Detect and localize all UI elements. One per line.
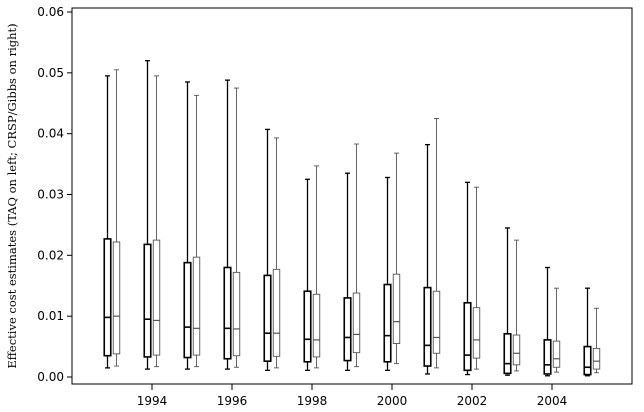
taq-box	[543, 266, 552, 377]
crsp-iqr-box	[552, 340, 561, 368]
crsp-box	[192, 94, 201, 368]
crsp-iqr-box	[432, 290, 441, 354]
crsp-iqr-box	[192, 256, 201, 356]
x-tick-label: 1998	[297, 394, 328, 408]
taq-box	[183, 81, 192, 370]
crsp-iqr-box	[152, 239, 161, 356]
y-tick-label: 0.06	[37, 5, 64, 19]
y-tick-label: 0.03	[37, 188, 64, 202]
taq-iqr-box	[103, 238, 112, 357]
y-axis-title: Effective cost estimates (TAQ on left; C…	[5, 23, 19, 368]
year-group	[543, 266, 561, 377]
y-tick-label: 0.01	[37, 309, 64, 323]
taq-box	[343, 172, 352, 371]
taq-iqr-box	[303, 290, 312, 363]
crsp-iqr-box	[272, 268, 281, 357]
taq-iqr-box	[343, 297, 352, 362]
taq-box	[423, 143, 432, 375]
crsp-iqr-box	[592, 347, 601, 370]
crsp-iqr-box	[352, 292, 361, 354]
crsp-iqr-box	[112, 241, 121, 355]
taq-iqr-box	[583, 345, 592, 376]
taq-iqr-box	[463, 301, 472, 372]
crsp-box	[392, 152, 401, 365]
crsp-box	[352, 143, 361, 368]
taq-box	[223, 79, 232, 370]
year-group	[463, 181, 481, 376]
year-group	[423, 118, 441, 375]
taq-box	[303, 178, 312, 371]
year-group	[143, 60, 161, 370]
taq-iqr-box	[143, 243, 152, 358]
taq-box	[383, 176, 392, 371]
year-group	[263, 128, 281, 371]
y-tick-label: 0.00	[37, 370, 64, 384]
taq-iqr-box	[423, 286, 432, 367]
taq-iqr-box	[383, 283, 392, 363]
taq-iqr-box	[263, 274, 272, 362]
taq-box	[583, 287, 592, 377]
crsp-iqr-box	[512, 334, 521, 366]
x-axis: 1994 1996 1998 2000 2002 2004	[137, 384, 568, 408]
crsp-box	[552, 287, 561, 373]
y-axis: 0.00 0.01 0.02 0.03 0.04 0.05 0.06	[37, 5, 72, 384]
crsp-iqr-box	[312, 293, 321, 358]
crsp-box	[232, 87, 241, 368]
year-group	[503, 227, 521, 376]
crsp-box	[312, 165, 321, 369]
taq-iqr-box	[223, 266, 232, 360]
taq-iqr-box	[503, 333, 512, 375]
crsp-box	[272, 137, 281, 369]
x-tick-label: 2004	[537, 394, 568, 408]
x-tick-label: 1996	[217, 394, 248, 408]
year-group	[583, 287, 601, 377]
crsp-box	[432, 118, 441, 369]
year-group	[223, 79, 241, 370]
crsp-iqr-box	[472, 307, 481, 359]
x-tick-label: 1994	[137, 394, 168, 408]
taq-box	[143, 60, 152, 370]
crsp-box	[592, 307, 601, 374]
plot-frame	[71, 7, 633, 385]
crsp-box	[472, 186, 481, 370]
year-group	[383, 152, 401, 371]
box-groups	[103, 60, 601, 377]
taq-box	[463, 181, 472, 376]
taq-box	[103, 75, 112, 369]
x-tick-label: 2000	[377, 394, 408, 408]
crsp-iqr-box	[392, 273, 401, 344]
taq-iqr-box	[543, 339, 552, 375]
year-group	[303, 165, 321, 371]
y-tick-label: 0.05	[37, 66, 64, 80]
year-group	[103, 69, 121, 369]
taq-box	[263, 128, 272, 371]
y-tick-label: 0.04	[37, 127, 64, 141]
x-tick-label: 2002	[457, 394, 488, 408]
year-group	[183, 81, 201, 370]
taq-box	[503, 227, 512, 376]
crsp-box	[112, 69, 121, 367]
crsp-box	[152, 75, 161, 368]
y-tick-label: 0.02	[37, 248, 64, 262]
crsp-iqr-box	[232, 271, 241, 357]
crsp-box	[512, 239, 521, 372]
year-group	[343, 143, 361, 371]
taq-iqr-box	[183, 261, 192, 359]
